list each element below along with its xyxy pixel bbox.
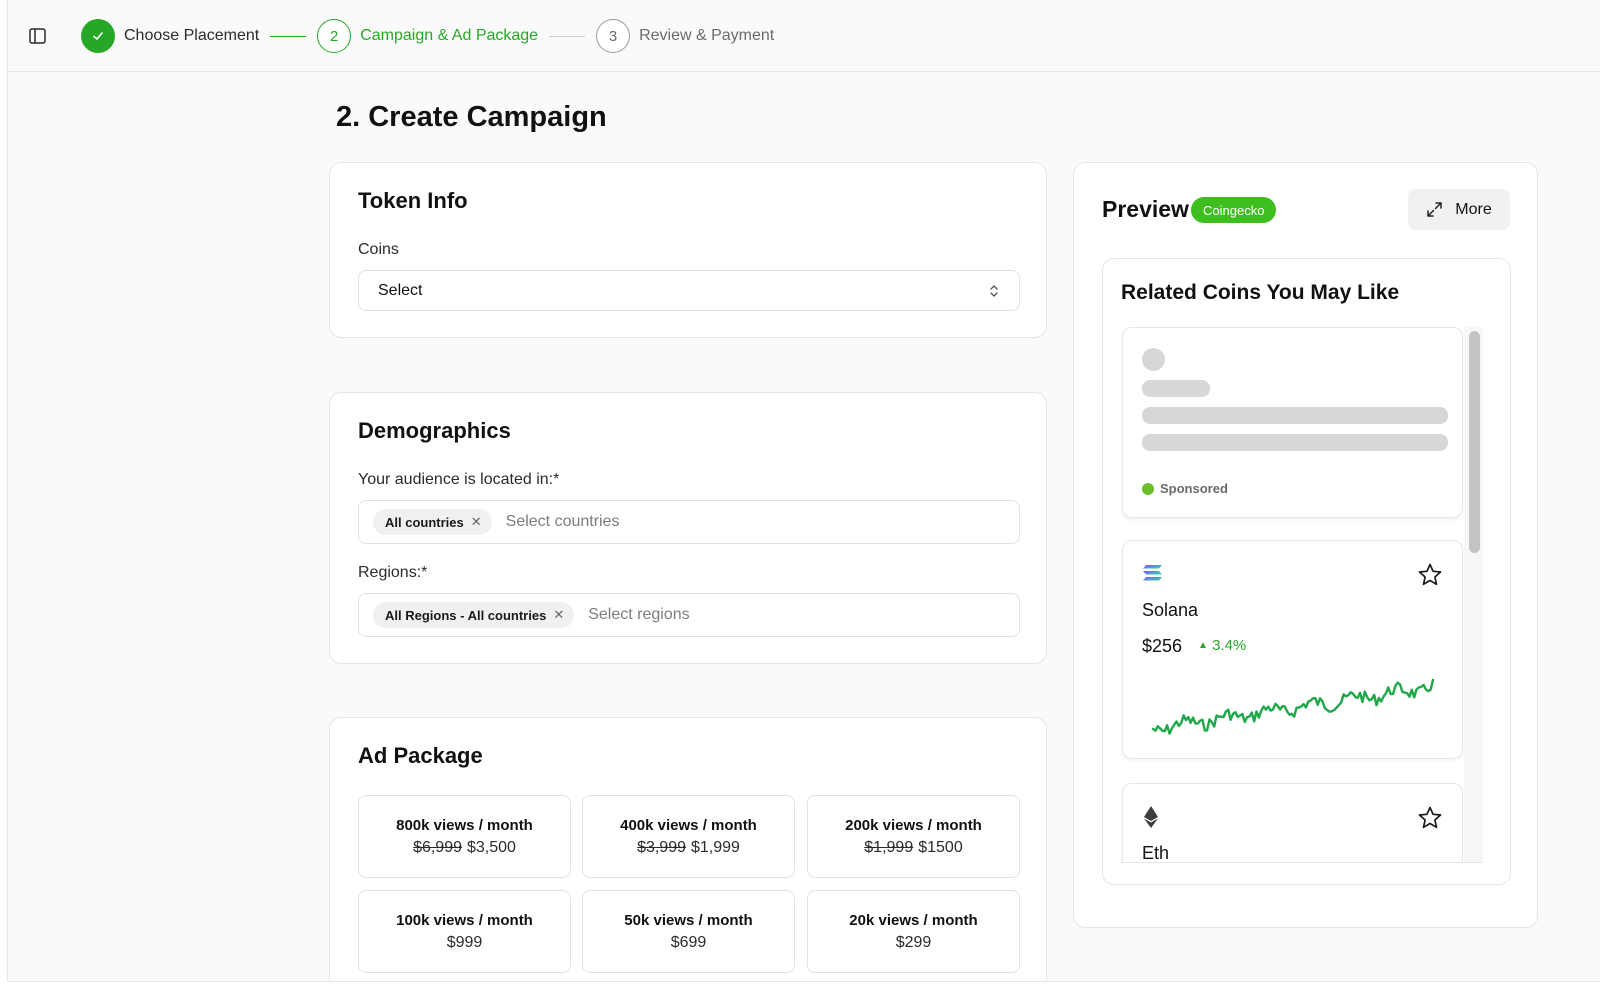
countries-input[interactable] (505, 513, 806, 531)
package-price: $1,999 $1500 (864, 839, 962, 857)
package-old-price: $3,999 (637, 838, 686, 856)
package-new-price: $699 (670, 933, 707, 951)
region-chip: All Regions - All countries ✕ (373, 602, 575, 628)
package-price: $6,999 $3,500 (413, 839, 516, 857)
step-connector (549, 35, 586, 37)
close-icon[interactable]: ✕ (470, 514, 482, 529)
coins-select[interactable]: Select (358, 270, 1020, 311)
close-icon[interactable]: ✕ (553, 607, 565, 622)
coins-select-value: Select (378, 281, 423, 299)
ethereum-logo-icon (1144, 806, 1158, 828)
more-label: More (1455, 200, 1492, 218)
expand-icon (1427, 202, 1443, 217)
app-shell: Choose Placement 2 Campaign & Ad Package… (7, 0, 1600, 982)
chevron-up-down-icon (990, 285, 998, 297)
step-campaign-ad-package[interactable]: 2 Campaign & Ad Package (317, 19, 538, 53)
step-label: Review & Payment (639, 27, 775, 44)
demographics-card: Demographics Your audience is located in… (329, 392, 1047, 664)
sponsored-label: Sponsored (1160, 481, 1228, 496)
coin-name: Solana (1142, 600, 1199, 620)
sponsored-card[interactable]: Sponsored (1122, 327, 1463, 518)
package-option[interactable]: 20k views / month $299 (807, 890, 1020, 973)
related-coins-widget: Related Coins You May Like Sponsored (1102, 258, 1511, 885)
skeleton-avatar (1142, 348, 1165, 371)
step-choose-placement[interactable]: Choose Placement (81, 19, 259, 53)
step-number: 2 (317, 19, 352, 53)
token-info-title: Token Info (358, 188, 468, 213)
package-option[interactable]: 400k views / month $3,999 $1,999 (582, 795, 795, 878)
scrollbar-thumb[interactable] (1469, 331, 1480, 553)
coingecko-logo-icon (1142, 482, 1154, 495)
package-option[interactable]: 800k views / month $6,999 $3,500 (358, 795, 571, 878)
package-new-price: $1,999 (691, 838, 740, 856)
preview-card: Preview Coingecko More Related Coins You… (1073, 162, 1538, 928)
package-option[interactable]: 50k views / month $699 (582, 890, 795, 973)
skeleton-line (1142, 380, 1210, 397)
package-option[interactable]: 200k views / month $1,999 $1500 (807, 795, 1020, 878)
ad-package-card: Ad Package 800k views / month $6,999 $3,5… (329, 717, 1047, 981)
package-new-price: $1500 (918, 838, 963, 856)
page-title: 2. Create Campaign (336, 101, 607, 133)
step-label: Choose Placement (124, 27, 260, 44)
package-old-price: $1,999 (864, 838, 914, 856)
demographics-title: Demographics (358, 418, 511, 443)
step-connector (270, 35, 307, 37)
source-badge: Coingecko (1191, 197, 1277, 223)
package-new-price: $999 (446, 933, 483, 951)
package-option[interactable]: 100k views / month $999 (358, 890, 571, 973)
package-price: $3,999 $1,999 (637, 839, 740, 857)
price-sparkline (1151, 678, 1435, 735)
sidebar-toggle-icon[interactable] (29, 28, 46, 44)
coin-card-solana[interactable]: Solana $256 ▲ 3.4% (1122, 540, 1463, 759)
countries-multiselect[interactable]: All countries ✕ (358, 500, 1020, 544)
star-icon[interactable] (1417, 805, 1443, 831)
package-new-price: $3,500 (467, 838, 516, 856)
package-views: 50k views / month (624, 911, 753, 929)
step-review-payment[interactable]: 3 Review & Payment (596, 19, 774, 53)
step-label: Campaign & Ad Package (360, 27, 539, 44)
location-label: Your audience is located in:* (358, 471, 560, 488)
package-views: 20k views / month (849, 911, 978, 929)
regions-input[interactable] (588, 606, 889, 624)
stepper: Choose Placement 2 Campaign & Ad Package… (81, 19, 774, 53)
package-views: 100k views / month (396, 911, 533, 929)
regions-multiselect[interactable]: All Regions - All countries ✕ (358, 593, 1020, 637)
check-icon (81, 19, 115, 53)
skeleton-line (1142, 407, 1448, 424)
preview-title: Preview (1102, 196, 1189, 222)
related-coins-title: Related Coins You May Like (1121, 281, 1400, 304)
coin-change: ▲ 3.4% (1198, 637, 1246, 654)
package-views: 200k views / month (845, 816, 982, 834)
package-views: 800k views / month (396, 816, 533, 834)
coins-label: Coins (358, 241, 399, 258)
package-new-price: $299 (895, 933, 932, 951)
ad-package-title: Ad Package (358, 743, 483, 768)
step-number: 3 (596, 19, 631, 53)
triangle-up-icon: ▲ (1198, 640, 1208, 651)
chip-label: All countries (385, 514, 464, 530)
top-bar: Choose Placement 2 Campaign & Ad Package… (8, 0, 1600, 72)
star-icon[interactable] (1417, 562, 1443, 588)
coin-card-ethereum[interactable]: Eth (1122, 783, 1463, 863)
sponsored-tag: Sponsored (1142, 481, 1228, 496)
token-info-card: Token Info Coins Select (329, 162, 1047, 338)
skeleton-line (1142, 434, 1448, 451)
related-coins-list[interactable]: Sponsored (1121, 327, 1483, 863)
chip-label: All Regions - All countries (385, 607, 547, 623)
coin-name: Eth (1142, 843, 1170, 863)
coin-change-value: 3.4% (1212, 637, 1247, 654)
country-chip: All countries ✕ (373, 509, 492, 535)
more-button[interactable]: More (1408, 189, 1510, 230)
regions-label: Regions:* (358, 564, 428, 581)
solana-logo-icon (1143, 565, 1162, 581)
package-old-price: $6,999 (413, 838, 462, 856)
package-views: 400k views / month (620, 816, 757, 834)
coin-price: $256 (1142, 636, 1183, 656)
